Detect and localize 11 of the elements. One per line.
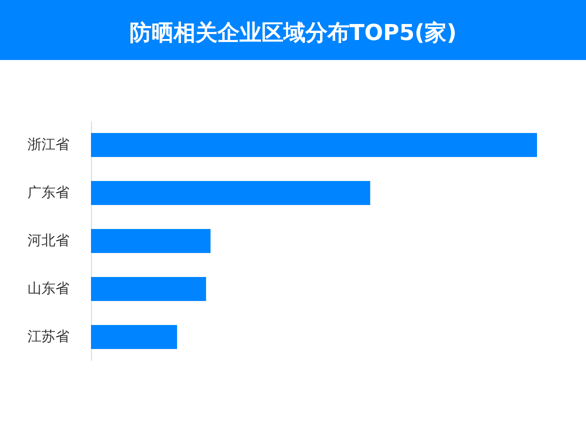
y-tick-label: 江苏省: [28, 329, 70, 345]
bar: [91, 181, 370, 205]
bar: [91, 229, 211, 253]
bar: [91, 325, 178, 349]
y-tick-label: 浙江省: [28, 137, 70, 153]
bar: [91, 133, 537, 157]
bar: [91, 277, 206, 301]
chart-title: 防晒相关企业区域分布TOP5(家): [129, 20, 457, 46]
y-tick-label: 山东省: [28, 281, 70, 297]
y-tick-label: 广东省: [28, 185, 70, 201]
y-tick-label: 河北省: [28, 233, 70, 249]
